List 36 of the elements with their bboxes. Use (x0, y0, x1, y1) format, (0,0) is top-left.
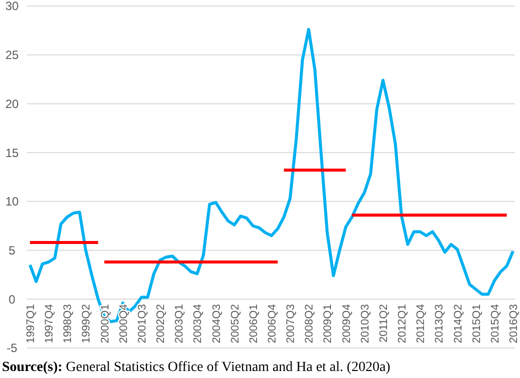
y-tick-label: 20 (5, 96, 19, 111)
x-tick-label: 2003Q1 (174, 304, 186, 344)
x-tick-label: 2000Q1 (99, 304, 112, 344)
x-tick-label: 2006Q4 (266, 304, 278, 344)
y-tick-label: 25 (5, 48, 19, 62)
y-tick-label: -5 (6, 341, 18, 356)
x-tick-label: 1999Q2 (80, 304, 93, 344)
x-tick-label: 2010Q3 (359, 304, 372, 344)
x-tick-label: 2012Q1 (396, 304, 409, 344)
x-tick-label: 2003Q4 (192, 304, 204, 344)
x-tick-label: 2006Q1 (248, 304, 260, 344)
y-tick-label: 15 (5, 146, 19, 160)
x-tick-label: 2009Q4 (340, 304, 353, 344)
x-tick-label: 2004Q3 (210, 304, 223, 344)
x-tick-label: 2000Q4 (118, 304, 130, 344)
x-tick-label: 2014Q2 (452, 304, 464, 344)
x-tick-label: 2009Q1 (322, 304, 334, 344)
x-tick-label: 2015Q4 (489, 304, 502, 344)
x-tick-label: 2011Q2 (378, 304, 390, 342)
y-tick-label: 10 (5, 194, 19, 209)
x-tick-label: 2012Q4 (415, 304, 428, 344)
y-tick-label: 5 (8, 243, 16, 258)
x-tick-label: 2008Q2 (304, 304, 316, 344)
x-tick-label: 2005Q2 (229, 304, 242, 344)
y-tick-label: 0 (8, 292, 16, 306)
y-tick-label: 30 (5, 0, 19, 14)
x-tick-label: 2016Q3 (508, 304, 520, 344)
x-tick-label: 2007Q3 (285, 304, 298, 344)
x-tick-label: 2015Q1 (470, 304, 483, 344)
x-tick-label: 2013Q3 (434, 304, 446, 344)
x-tick-label: 1997Q1 (25, 304, 37, 344)
x-tick-label: 1997Q4 (44, 304, 56, 344)
source-note: Source(s): General Statistics Office of Vietnam and Ha et al. (2020a) (2, 360, 391, 375)
x-tick-label: 1998Q3 (62, 304, 74, 344)
x-tick-label: 2002Q2 (155, 304, 168, 344)
x-tick-label: 2001Q3 (136, 304, 148, 344)
